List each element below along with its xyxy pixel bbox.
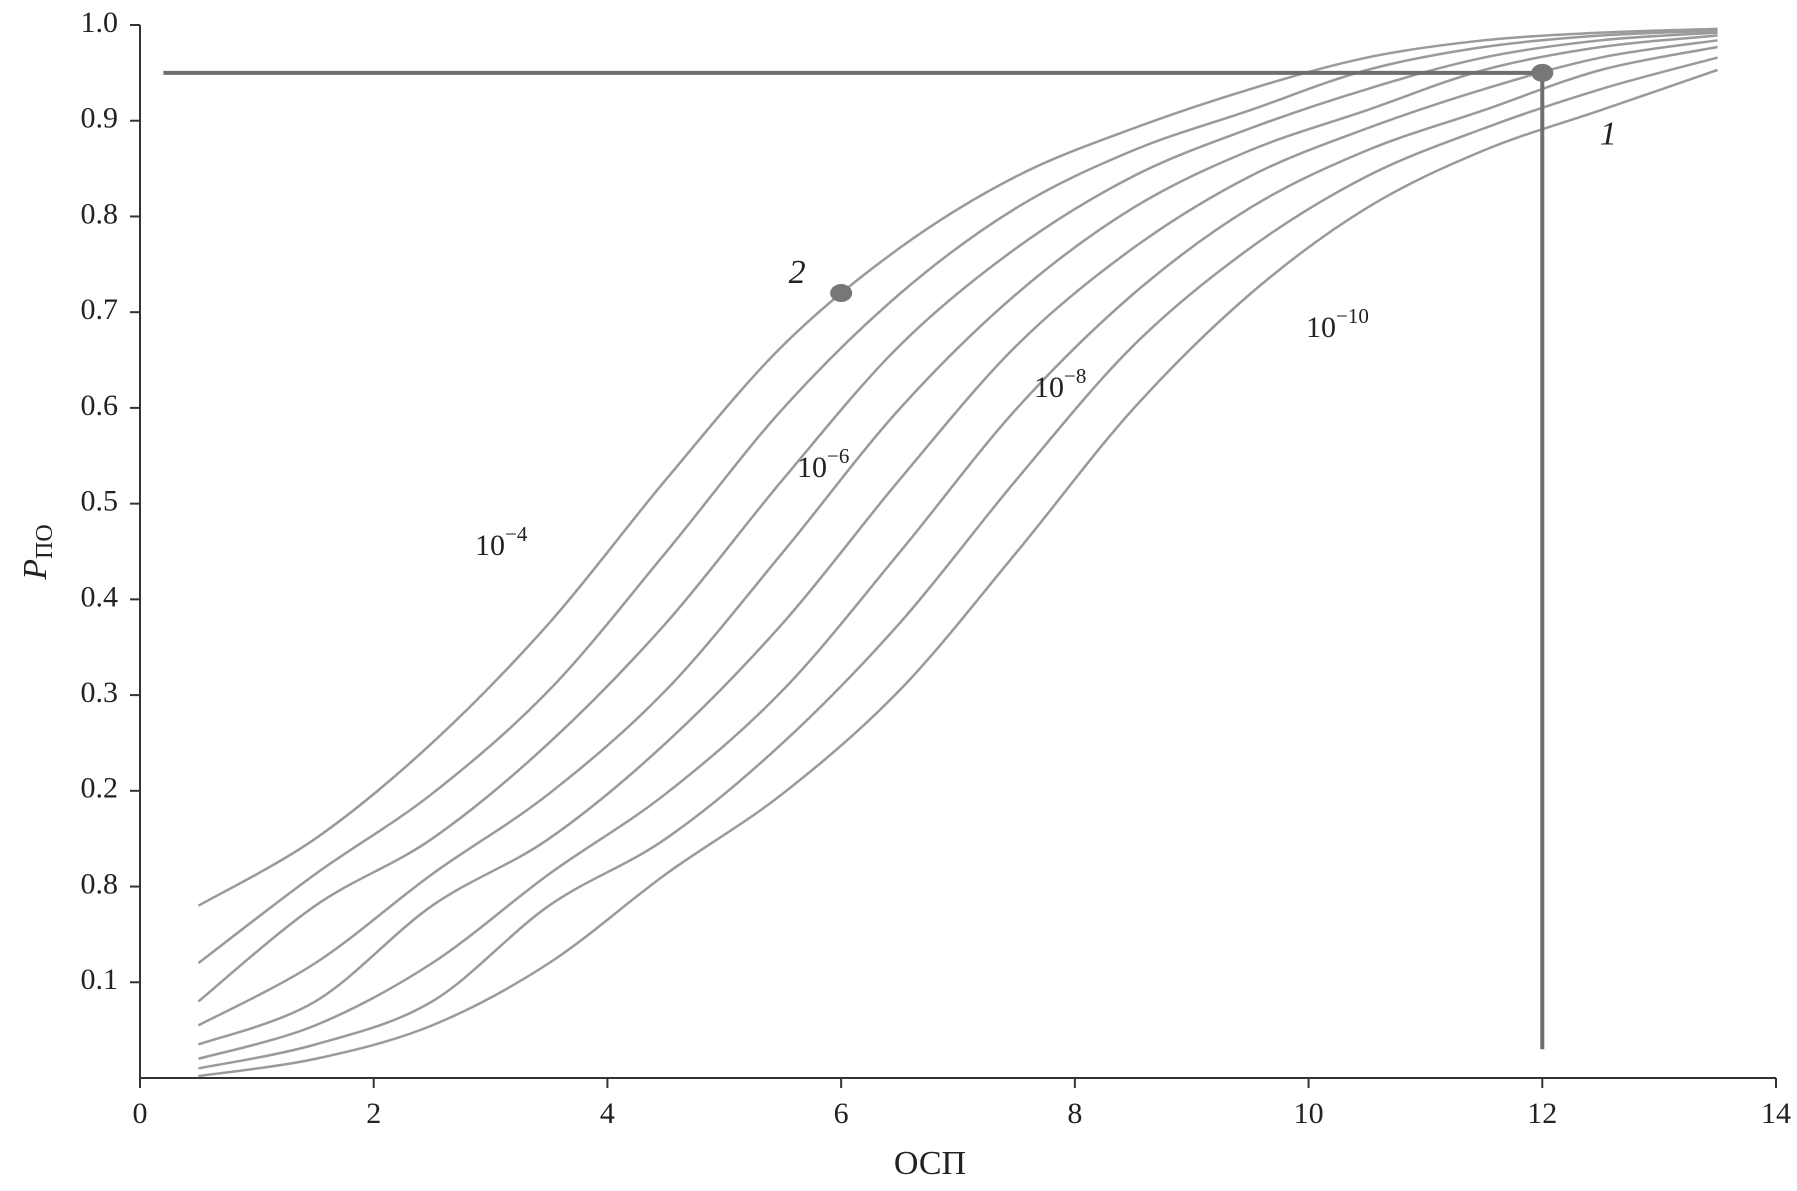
curve-label-base: 10 [1034, 371, 1064, 404]
curve [198, 45, 1718, 1061]
point-label: 2 [789, 254, 806, 291]
y-tick-label: 0.7 [81, 293, 119, 326]
guide-line [163, 70, 1545, 1050]
curve-label-exponent: −6 [827, 444, 849, 468]
x-tick-label: 4 [600, 1097, 615, 1130]
curve-label-exponent: −4 [505, 522, 528, 546]
curve-label: 10−6 [797, 444, 849, 484]
x-tick-label: 2 [366, 1097, 381, 1130]
y-tick-label: 0.6 [81, 389, 119, 422]
curve-label: 10−4 [475, 522, 528, 562]
curve-label-exponent: −8 [1064, 364, 1086, 388]
x-tick-label: 0 [133, 1097, 148, 1130]
curve-label-base: 10 [475, 529, 505, 562]
curve [198, 56, 1718, 1070]
x-axis-title: ОСП [894, 1145, 966, 1182]
x-tick-label: 6 [834, 1097, 849, 1130]
y-tick-label: 0.8 [81, 867, 119, 900]
y-axis-title-sub: ПО [32, 524, 58, 559]
curve-label-base: 10 [797, 451, 827, 484]
curve-label-exponent: −10 [1336, 304, 1369, 328]
curve [198, 68, 1718, 1078]
curve [197, 39, 1718, 1046]
point-marker [830, 284, 853, 303]
y-tick-label: 0.5 [81, 485, 119, 518]
y-tick-label: 0.9 [81, 102, 119, 135]
curve-label-base: 10 [1306, 311, 1336, 344]
curve [197, 27, 1718, 907]
x-tick-label: 8 [1067, 1097, 1082, 1130]
x-tick-label: 10 [1294, 1097, 1324, 1130]
curve-label: 10−8 [1034, 364, 1086, 404]
curve [197, 29, 1718, 965]
x-tick-label: 14 [1761, 1097, 1791, 1130]
y-tick-label: 0.4 [81, 580, 119, 613]
point-label: 1 [1600, 116, 1617, 153]
y-tick-label: 0.8 [81, 197, 119, 230]
y-tick-label: 0.1 [81, 963, 119, 996]
y-axis-title-main: P [17, 559, 54, 581]
point-marker [1531, 63, 1554, 82]
y-tick-label: 1.0 [81, 6, 119, 39]
y-tick-label: 0.3 [81, 676, 119, 709]
curve-label: 10−10 [1306, 304, 1369, 344]
curve [197, 34, 1718, 1027]
curve [197, 31, 1718, 1003]
x-tick-label: 12 [1527, 1097, 1557, 1130]
y-axis-title: PПО [17, 524, 58, 580]
y-tick-label: 0.2 [81, 772, 119, 805]
